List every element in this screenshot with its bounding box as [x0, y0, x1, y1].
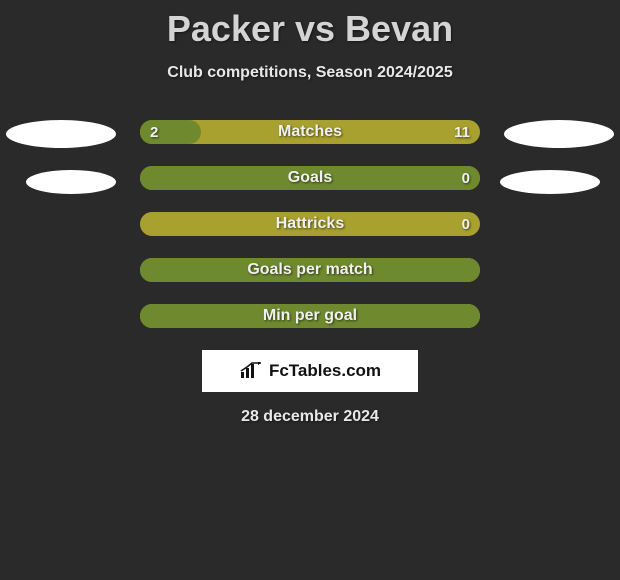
stat-bar-fill: [140, 258, 480, 282]
chart-area: Matches211Goals0Hattricks0Goals per matc…: [0, 120, 620, 426]
stat-bar-fill: [140, 166, 480, 190]
stat-row: Goals0: [140, 166, 480, 190]
stat-row: Goals per match: [140, 258, 480, 282]
page-subtitle: Club competitions, Season 2024/2025: [0, 64, 620, 82]
brand-text: FcTables.com: [269, 361, 381, 381]
stat-row: Hattricks0: [140, 212, 480, 236]
date-label: 28 december 2024: [0, 408, 620, 426]
page-title: Packer vs Bevan: [0, 0, 620, 50]
stat-value-left: 2: [150, 120, 158, 144]
chart-icon: [239, 362, 263, 380]
stat-row: Matches211: [140, 120, 480, 144]
stat-row: Min per goal: [140, 304, 480, 328]
stat-value-right: 0: [462, 212, 470, 236]
avatar-player2-top: [504, 120, 614, 148]
avatar-player1-top: [6, 120, 116, 148]
avatar-player1-mid: [26, 170, 116, 194]
avatar-player2-mid: [500, 170, 600, 194]
brand-badge: FcTables.com: [202, 350, 418, 392]
stat-value-right: 11: [454, 120, 470, 144]
stat-bar-fill: [140, 304, 480, 328]
stat-value-right: 0: [462, 166, 470, 190]
stat-label: Hattricks: [140, 212, 480, 236]
